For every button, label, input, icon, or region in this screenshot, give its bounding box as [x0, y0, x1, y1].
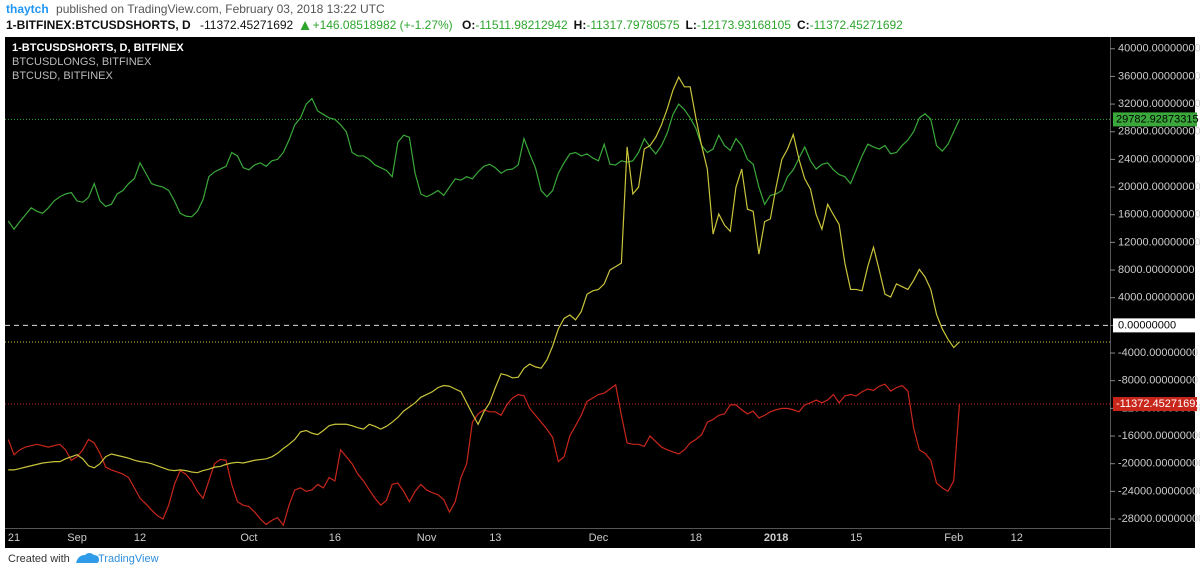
chart-background: [5, 37, 1195, 548]
y-tick-label: 24000.00000000: [1118, 153, 1200, 165]
ohlc-label: L:: [686, 18, 697, 32]
y-tick-label: 28000.00000000: [1118, 126, 1200, 138]
last-value-label: -11372.45271692: [1116, 398, 1200, 410]
x-tick-label: 12: [1011, 532, 1023, 544]
y-tick-label: -16000.00000000: [1118, 430, 1200, 442]
x-tick-label: 15: [850, 532, 862, 544]
series-line: [8, 75, 960, 474]
logo: [76, 553, 99, 563]
ohlc-label: H:: [574, 18, 587, 32]
zero-label-box: [1113, 318, 1197, 333]
symbol: 1-BITFINEX:BTCUSDSHORTS, D: [6, 18, 191, 32]
y-tick-label: 4000.00000000: [1118, 292, 1194, 304]
published: published on TradingView.com, February 0…: [56, 2, 385, 16]
x-tick-label: 16: [329, 532, 341, 544]
legend-entry: BTCUSD, BITFINEX: [12, 70, 114, 82]
header-line: thaytch published on TradingView.com, Fe…: [6, 2, 385, 16]
x-tick-label: 12: [134, 532, 146, 544]
y-tick-label: 32000.00000000: [1118, 98, 1200, 110]
ohlc-label: O:: [462, 18, 475, 32]
last-value-label: 29782.92873315: [1116, 113, 1199, 125]
footer-brand[interactable]: TradingView: [98, 553, 159, 565]
x-tick-label: Feb: [944, 532, 963, 544]
up-arrow: [300, 21, 310, 30]
last-price: -11372.45271692: [200, 18, 294, 32]
x-tick-label: Oct: [240, 532, 257, 544]
y-tick-label: -8000.00000000: [1118, 375, 1198, 387]
footer-text: Created with: [8, 553, 70, 565]
y-tick-label: 8000.00000000: [1118, 264, 1194, 276]
author[interactable]: thaytch: [6, 2, 49, 16]
ohlc-value: -11511.98212942: [475, 18, 568, 32]
last-value-box: [1113, 397, 1197, 412]
y-tick-label: 36000.00000000: [1118, 70, 1200, 82]
x-tick-label: 21: [8, 532, 20, 544]
x-tick-label: Dec: [589, 532, 609, 544]
last-value-box: [1113, 112, 1197, 127]
y-tick-label: -4000.00000000: [1118, 347, 1198, 359]
y-tick-label: 40000.00000000: [1118, 43, 1200, 55]
y-tick-label: -24000.00000000: [1118, 485, 1200, 497]
series-line: [7, 383, 961, 527]
legend-entry: BTCUSDLONGS, BITFINEX: [12, 56, 152, 68]
symbol-line: 1-BITFINEX:BTCUSDSHORTS, D -11372.452716…: [6, 18, 903, 32]
x-tick-label: 13: [489, 532, 501, 544]
plot: 40000.00000000 36000.00000000 32000.000000…: [5, 42, 1200, 544]
series-line: [7, 97, 960, 231]
x-tick-label: Nov: [417, 532, 437, 544]
x-tick-label: 2018: [764, 532, 788, 544]
ohlc-label: C:: [797, 18, 810, 32]
ohlc-value: -12173.93168105: [697, 18, 791, 32]
y-tick-label: -20000.00000000: [1118, 458, 1200, 470]
ohlc-value: -11372.45271692: [810, 18, 904, 32]
y-tick-label: 16000.00000000: [1118, 209, 1200, 221]
y-tick-label: 20000.00000000: [1118, 181, 1200, 193]
y-tick-label: -28000.00000000: [1118, 513, 1200, 525]
x-tick-label: Sep: [67, 532, 87, 544]
x-tick-label: 18: [690, 532, 702, 544]
ohlc-value: -11317.79780575: [586, 18, 680, 32]
change: +146.08518982 (+-1.27%): [313, 18, 453, 32]
legend-entry: 1-BTCUSDSHORTS, D, BITFINEX: [12, 42, 184, 54]
y-tick-label: 12000.00000000: [1118, 236, 1200, 248]
y-tick-label: 0.00000000: [1118, 319, 1176, 331]
